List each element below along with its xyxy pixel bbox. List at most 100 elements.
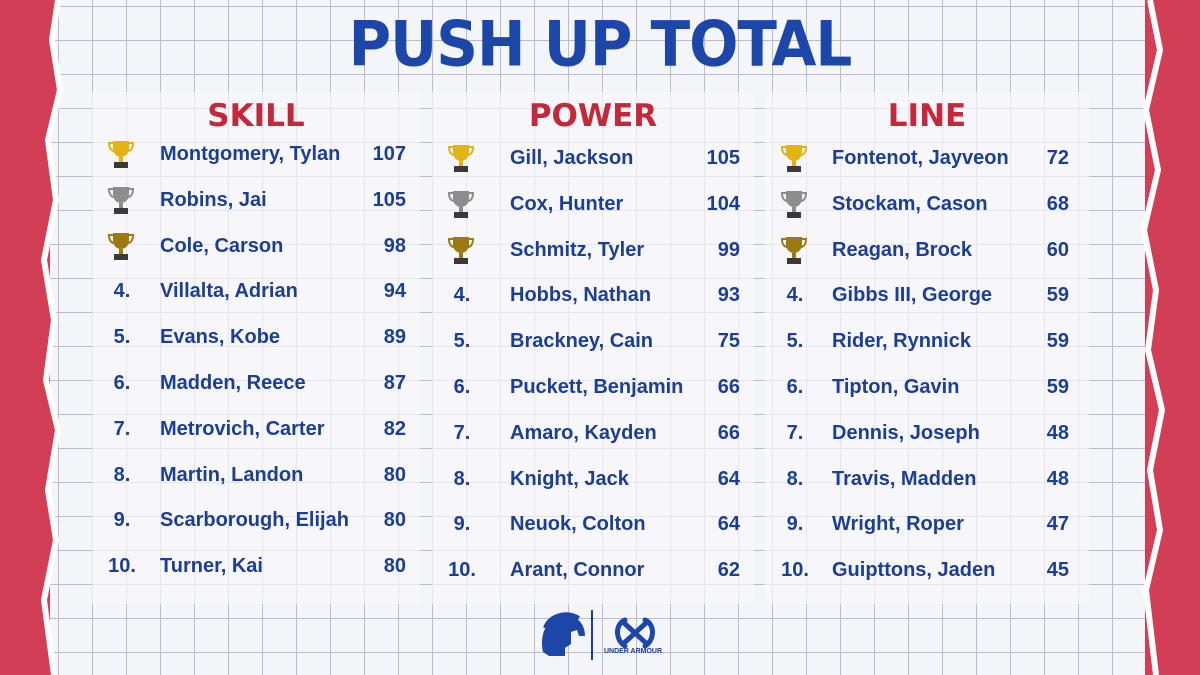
column-heading: LINE (887, 98, 967, 134)
pushup-score: 59 (1046, 376, 1069, 398)
athlete-name: Cox, Hunter (510, 192, 624, 215)
silver-trophy-icon (108, 186, 134, 214)
line-column: LINE Fontenot, Jayveon 72 Stockam, Cason 68… (765, 92, 1089, 604)
leaderboard-row: Schmitz, Tyler 99 (432, 236, 754, 268)
pushup-score: 82 (383, 417, 406, 440)
pushup-score: 48 (1046, 467, 1069, 490)
rank-number: 7. (786, 421, 804, 444)
athlete-name: Knight, Jack (510, 467, 629, 490)
pushup-score: 107 (372, 143, 406, 165)
rank-number: 4. (113, 280, 131, 303)
pushup-score: 89 (383, 326, 406, 349)
under-armour-wordmark: UNDER ARMOUR (603, 648, 663, 655)
torn-paper-right-edge (1140, 0, 1200, 675)
silver-trophy-icon (448, 190, 474, 218)
torn-paper-left-edge (0, 0, 64, 675)
leaderboard-row: Montgomery, Tylan 107 (92, 140, 420, 172)
pushup-score: 45 (1046, 559, 1069, 582)
leaderboard-row: 9. Scarborough, Elijah 80 (92, 506, 420, 538)
pushup-score: 68 (1046, 192, 1069, 215)
gold-trophy-icon (781, 145, 807, 172)
leaderboard-row: Cox, Hunter 104 (432, 190, 754, 222)
athlete-name: Brackney, Cain (510, 330, 654, 353)
pushup-score: 75 (717, 330, 740, 353)
rank-number: 9. (113, 509, 131, 532)
leaderboard-row: 4. Hobbs, Nathan 93 (432, 281, 754, 313)
athlete-name: Schmitz, Tyler (510, 238, 645, 261)
rank-number: 10. (448, 559, 476, 582)
athlete-name: Robins, Jai (160, 188, 267, 211)
leaderboard-row: 5. Rider, Rynnick 59 (765, 327, 1089, 359)
leaderboard-row: 4. Gibbs III, George 59 (765, 281, 1089, 313)
leaderboard-row: 5. Brackney, Cain 75 (432, 327, 754, 359)
gold-trophy-icon (108, 141, 134, 168)
spartan-helmet-logo (541, 612, 655, 656)
pushup-score: 72 (1046, 147, 1069, 169)
bronze-trophy-icon (781, 236, 807, 264)
athlete-name: Travis, Madden (832, 467, 977, 490)
athlete-name: Guipttons, Jaden (832, 559, 996, 582)
leaderboard-row: 10. Arant, Connor 62 (432, 556, 754, 588)
athlete-name: Cole, Carson (160, 234, 284, 257)
leaderboard-row: Reagan, Brock 60 (765, 236, 1089, 268)
athlete-name: Gibbs III, George (832, 284, 993, 307)
leaderboard-row: Stockam, Cason 68 (765, 190, 1089, 222)
pushup-score: 104 (706, 192, 740, 215)
leaderboard-row: Cole, Carson 98 (92, 232, 420, 264)
rank-number: 7. (113, 417, 131, 440)
rank-number: 10. (781, 559, 809, 582)
athlete-name: Puckett, Benjamin (510, 376, 684, 398)
leaderboard-row: 8. Travis, Madden 48 (765, 465, 1089, 497)
pushup-score: 47 (1046, 513, 1069, 536)
rank-number: 10. (108, 555, 136, 578)
athlete-name: Wright, Roper (832, 513, 964, 536)
pushup-score: 99 (717, 238, 740, 261)
pushup-score: 48 (1046, 421, 1069, 444)
pushup-score: 64 (717, 467, 740, 490)
pushup-score: 80 (383, 463, 406, 486)
leaderboard-row: 8. Martin, Landon 80 (92, 461, 420, 493)
athlete-name: Hobbs, Nathan (510, 284, 652, 307)
logo-divider (591, 610, 593, 660)
athlete-name: Stockam, Cason (832, 192, 988, 215)
pushup-score: 80 (383, 555, 406, 578)
leaderboard-row: Fontenot, Jayveon 72 (765, 144, 1089, 176)
athlete-name: Fontenot, Jayveon (832, 147, 1009, 169)
leaderboard-row: 9. Neuok, Colton 64 (432, 510, 754, 542)
athlete-name: Amaro, Kayden (510, 421, 657, 444)
leaderboard-row: 8. Knight, Jack 64 (432, 465, 754, 497)
leaderboard-row: 9. Wright, Roper 47 (765, 510, 1089, 542)
leaderboard-row: 4. Villalta, Adrian 94 (92, 277, 420, 309)
athlete-name: Turner, Kai (160, 555, 263, 578)
bronze-trophy-icon (448, 236, 474, 264)
gold-trophy-icon (448, 145, 474, 172)
leaderboard-row: 6. Madden, Reece 87 (92, 369, 420, 401)
rank-number: 8. (786, 467, 804, 490)
rank-number: 8. (113, 463, 131, 486)
leaderboard-row: 6. Puckett, Benjamin 66 (432, 373, 754, 405)
pushup-score: 62 (717, 559, 740, 582)
leaderboard-row: 7. Dennis, Joseph 48 (765, 419, 1089, 451)
athlete-name: Madden, Reece (160, 372, 306, 394)
leaderboard-row: 5. Evans, Kobe 89 (92, 323, 420, 355)
pushup-score: 80 (383, 509, 406, 532)
athlete-name: Metrovich, Carter (160, 417, 325, 440)
pushup-score: 60 (1046, 238, 1069, 261)
pushup-score: 59 (1046, 330, 1069, 353)
leaderboard-row: 7. Metrovich, Carter 82 (92, 415, 420, 447)
pushup-score: 94 (383, 280, 406, 303)
leaderboard-row: Robins, Jai 105 (92, 186, 420, 218)
rank-number: 5. (453, 330, 471, 353)
pushup-score: 93 (717, 284, 740, 307)
page-title: PUSH UP TOTAL (348, 7, 853, 81)
pushup-score: 59 (1046, 284, 1069, 307)
pushup-score: 98 (383, 234, 406, 257)
athlete-name: Tipton, Gavin (832, 376, 960, 398)
rank-number: 9. (786, 513, 804, 536)
leaderboard-row: 10. Guipttons, Jaden 45 (765, 556, 1089, 588)
bronze-trophy-icon (108, 232, 134, 260)
leaderboard-row: Gill, Jackson 105 (432, 144, 754, 176)
leaderboard-row: 7. Amaro, Kayden 66 (432, 419, 754, 451)
silver-trophy-icon (781, 190, 807, 218)
rank-number: 4. (453, 284, 471, 307)
